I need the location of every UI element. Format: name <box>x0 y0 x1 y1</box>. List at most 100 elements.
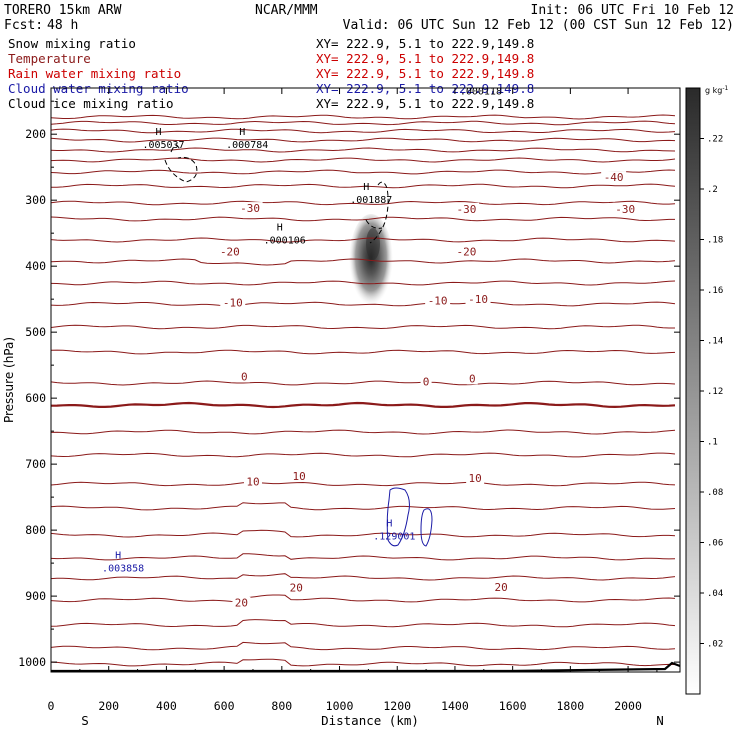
temperature-label: -10 <box>223 296 243 309</box>
x-tick-label: 1600 <box>499 699 527 713</box>
y-tick-label: 800 <box>25 523 46 537</box>
plot-area: -40 -30 -30 -30 -20 -20 -10 -10 -10 0 0 0 10 10 10 20 20… <box>51 86 676 667</box>
maximum-marker: H <box>115 550 121 561</box>
temperature-label: 20 <box>290 582 303 595</box>
colorbar-ticks: .02 .04 .06 .08 .1 .12 .14 .16 .18 .2 .22 <box>700 135 723 650</box>
maximum-value: .129001 <box>373 532 415 543</box>
x-tick-label: 800 <box>271 699 292 713</box>
isotherm <box>51 128 676 134</box>
temperature-label-bg <box>601 171 627 184</box>
temperature-label-bg <box>453 245 479 258</box>
temperature-label: -30 <box>240 202 260 215</box>
legend-item-temperature: Temperature <box>8 51 91 66</box>
colorbar-tick-label: .04 <box>707 589 723 599</box>
isotherm <box>51 114 676 120</box>
isotherm <box>51 237 676 243</box>
temperature-label-bg <box>492 580 511 593</box>
legend-xy-snow: XY= 222.9, 5.1 to 222.9,149.8 <box>316 36 534 51</box>
temperature-label-bg <box>453 202 479 215</box>
isotherm <box>51 502 676 511</box>
x-axis-label: Distance (km) <box>321 713 419 728</box>
isotherm <box>51 147 676 153</box>
maximum-marker: H <box>386 519 392 530</box>
colorbar-tick-label: .02 <box>707 640 723 650</box>
y-tick-label: 300 <box>25 193 46 207</box>
isotherm <box>51 157 676 163</box>
isotherm <box>51 280 676 286</box>
init-time: Init: 06 UTC Fri 10 Feb 12 <box>531 3 735 18</box>
cloud-water-contour <box>386 487 410 547</box>
temperature-label-bg <box>612 202 638 215</box>
temperature-label-bg <box>425 294 451 307</box>
maximum-marker: H <box>239 127 245 138</box>
x-tick-label: 1000 <box>326 699 354 713</box>
colorbar-tick-label: .18 <box>707 236 723 246</box>
forecast-label: Fcst: <box>4 18 43 33</box>
cloud-water-contour <box>420 508 433 547</box>
temperature-label: 20 <box>235 597 248 610</box>
legend-xy-rain: XY= 222.9, 5.1 to 222.9,149.8 <box>316 66 534 81</box>
x-tick-label: 200 <box>98 699 119 713</box>
temperature-label-bg <box>237 202 263 215</box>
maximum-value: .001887 <box>350 195 392 206</box>
x-tick-label: 1800 <box>557 699 585 713</box>
isotherm <box>51 658 676 667</box>
temperature-label: 10 <box>469 472 482 485</box>
x-tick-label: 400 <box>156 699 177 713</box>
model-title: TORERO 15km ARW <box>4 3 122 18</box>
temperature-label: -30 <box>457 203 477 216</box>
maximum-value: .000784 <box>226 140 268 151</box>
maximum-value: .000106 <box>264 235 306 246</box>
temperature-label-bg <box>465 293 491 306</box>
isotherm <box>51 120 676 126</box>
x-tick-label: 600 <box>214 699 235 713</box>
isotherm <box>51 573 676 581</box>
temperature-label: 20 <box>494 581 507 594</box>
y-tick-label: 1000 <box>18 655 46 669</box>
plot-frame <box>50 87 681 673</box>
forecast-hour: 48 h <box>47 18 78 33</box>
colorbar: .02 .04 .06 .08 .1 .12 .14 .16 .18 .2 .22 g kg-1 <box>685 85 729 695</box>
temperature-label: -30 <box>615 203 635 216</box>
x-tick-label: 2000 <box>614 699 642 713</box>
cloud-ice-contour <box>365 181 389 244</box>
temperature-label: 10 <box>293 470 306 483</box>
y-tick-label: 400 <box>25 259 46 273</box>
temperature-label: 0 <box>423 376 430 389</box>
maximum-value: .003858 <box>102 563 144 574</box>
colorbar-tick-label: .22 <box>707 135 723 145</box>
isotherm <box>51 481 676 487</box>
isotherm <box>51 301 676 307</box>
temperature-label-bg <box>466 372 478 385</box>
isotherm <box>51 380 676 386</box>
temperature-label: -20 <box>220 246 240 259</box>
snow-shading-core <box>366 228 380 260</box>
maximum-value: .005037 <box>142 140 184 151</box>
isotherm <box>51 452 676 458</box>
isotherm <box>51 349 676 355</box>
terrain-line <box>51 661 681 673</box>
legend-item-cloud-ice: Cloud ice mixing ratio <box>8 96 174 111</box>
x-axis-south-label: S <box>81 713 89 728</box>
maxima-labels: H .005037 H .000784 H .001887 H .000106 H .000118… <box>102 86 502 574</box>
temperature-label-bg <box>220 296 246 309</box>
center-title: NCAR/MMM <box>255 3 318 18</box>
legend: Snow mixing ratio XY= 222.9, 5.1 to 222.… <box>8 36 534 111</box>
y-tick-label: 900 <box>25 589 46 603</box>
isotherm <box>51 258 676 266</box>
isotherm <box>51 169 676 175</box>
isotherm <box>51 594 676 603</box>
temperature-isotherms: -40 -30 -30 -30 -20 -20 -10 -10 -10 0 0 0 10 10 10 20 20… <box>51 114 676 667</box>
colorbar-tick-label: .12 <box>707 387 723 397</box>
temperature-label-bg <box>217 245 243 258</box>
cloud-ice-contour <box>164 145 198 183</box>
legend-item-rain: Rain water mixing ratio <box>8 66 181 81</box>
maximum-marker: H <box>277 222 283 233</box>
colorbar-tick-label: .1 <box>707 438 718 448</box>
temperature-label-bg <box>287 581 306 594</box>
maximum-value: .000118 <box>460 86 502 97</box>
colorbar-tick-label: .2 <box>707 185 718 195</box>
y-tick-label: 200 <box>25 127 46 141</box>
isotherm-zero <box>51 401 676 409</box>
